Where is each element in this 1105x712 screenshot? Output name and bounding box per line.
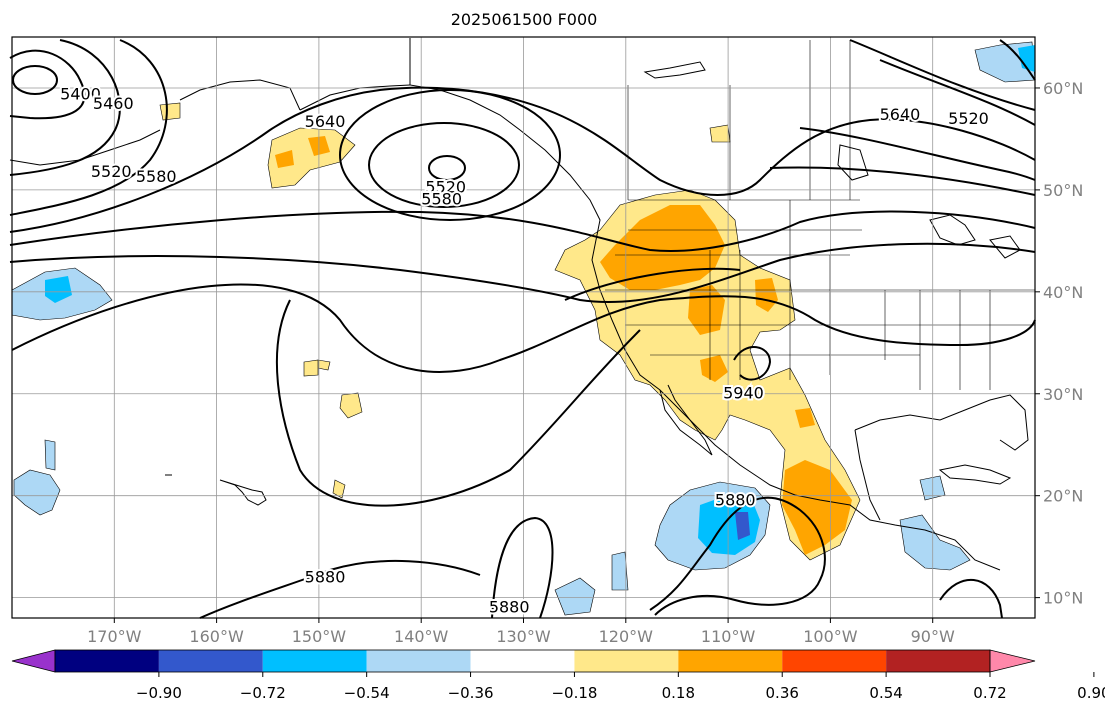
height-contour — [769, 166, 1036, 196]
height-contour — [199, 559, 481, 619]
lat-label: 20°N — [1043, 487, 1083, 506]
negative-anomaly-region — [1018, 45, 1035, 72]
positive-anomaly-region — [275, 136, 330, 168]
lat-label: 60°N — [1043, 79, 1083, 98]
colorbar-swatch — [55, 650, 159, 672]
contour-label: 5940 — [723, 383, 764, 402]
height-contour — [9, 210, 1036, 252]
colorbar-swatch — [886, 650, 990, 672]
colorbar-swatch — [782, 650, 887, 672]
height-contour — [9, 242, 1036, 303]
positive-anomaly-region — [700, 355, 728, 382]
height-contour — [491, 516, 554, 619]
contour-label: 5520 — [425, 177, 466, 196]
colorbar-swatch — [366, 650, 471, 672]
contour-label: 5880 — [715, 490, 756, 509]
height-contour — [275, 299, 641, 507]
colorbar-tick-label: −0.54 — [344, 684, 390, 702]
height-contours — [9, 39, 1036, 619]
height-contour — [564, 267, 741, 301]
lon-label: 130°W — [496, 627, 551, 646]
coastlines-and-borders — [9, 38, 1035, 571]
lon-label: 120°W — [599, 627, 654, 646]
colorbar-extend-low — [11, 649, 56, 673]
axis-labels: 170°W 160°W 150°W 140°W 130°W 120°W 110°W 100°W… — [87, 79, 1083, 646]
height-contour — [999, 39, 1036, 81]
height-contour — [9, 49, 86, 120]
colorbar-tick-label: −0.90 — [136, 684, 182, 702]
contour-label: 5520 — [91, 162, 132, 181]
contour-label: 5640 — [880, 105, 921, 124]
colorbar-tick-label: −0.36 — [448, 684, 494, 702]
colorbar-frame — [54, 649, 991, 673]
negative-anomaly-region — [13, 439, 61, 516]
contour-label: 5580 — [421, 190, 462, 209]
colorbar-tick-label: 0.18 — [662, 684, 695, 702]
lat-label: 40°N — [1043, 283, 1083, 302]
height-contour — [799, 127, 1036, 181]
contour-label: 5880 — [489, 597, 530, 616]
colorbar-extend-high — [989, 649, 1036, 673]
height-contour — [849, 39, 1036, 111]
positive-anomaly-region — [795, 408, 815, 428]
colorbar-tick-label: −0.72 — [240, 684, 286, 702]
contour-label: 5400 — [60, 85, 101, 104]
height-contour — [11, 283, 1036, 373]
colorbar-tick-label: −0.18 — [551, 684, 597, 702]
lat-label: 10°N — [1043, 589, 1083, 608]
negative-anomaly-region — [45, 276, 72, 303]
height-contour — [9, 39, 168, 216]
colorbar-tick-label: 0.72 — [973, 684, 1006, 702]
colorbar-swatch — [262, 650, 367, 672]
colorbar-swatch — [470, 650, 575, 672]
height-contour — [368, 122, 520, 208]
contour-label: 5520 — [948, 109, 989, 128]
height-contour — [339, 89, 561, 221]
lon-label: 170°W — [87, 627, 142, 646]
positive-anomaly-region — [755, 278, 778, 312]
colorbar-tick-label: 0.90 — [1077, 684, 1105, 702]
contour-label: 5580 — [136, 167, 177, 186]
height-contour — [939, 579, 1003, 619]
lon-label: 140°W — [394, 627, 449, 646]
positive-anomaly-region — [782, 460, 852, 555]
height-contour — [428, 155, 466, 181]
negative-anomaly-region — [554, 475, 971, 616]
height-contour — [9, 86, 1036, 233]
contour-label: 5640 — [305, 112, 346, 131]
lon-label: 110°W — [701, 627, 756, 646]
contour-label: 5460 — [93, 94, 134, 113]
contour-label: 5880 — [305, 568, 346, 587]
colorbar: −0.90 −0.72 −0.54 −0.36 −0.18 0.18 0.36 0.54 0.7… — [11, 649, 1105, 702]
lon-label: 150°W — [292, 627, 347, 646]
height-contour — [733, 346, 772, 381]
map-title: 2025061500 F000 — [450, 10, 598, 29]
colorbar-swatch — [678, 650, 783, 672]
lon-label: 100°W — [803, 627, 858, 646]
lon-label: 160°W — [189, 627, 244, 646]
height-contour — [9, 39, 121, 176]
height-contour — [879, 59, 1036, 126]
colorbar-swatch — [574, 650, 679, 672]
height-contour — [649, 496, 826, 616]
lat-label: 50°N — [1043, 181, 1083, 200]
height-contour — [12, 65, 58, 95]
colorbar-tick-label: 0.54 — [869, 684, 902, 702]
lon-label: 90°W — [911, 627, 955, 646]
negative-anomaly-region — [735, 512, 750, 540]
positive-anomaly-region — [267, 127, 356, 189]
colorbar-swatch — [158, 650, 263, 672]
lat-label: 30°N — [1043, 385, 1083, 404]
colorbar-tick-label: 0.36 — [766, 684, 799, 702]
